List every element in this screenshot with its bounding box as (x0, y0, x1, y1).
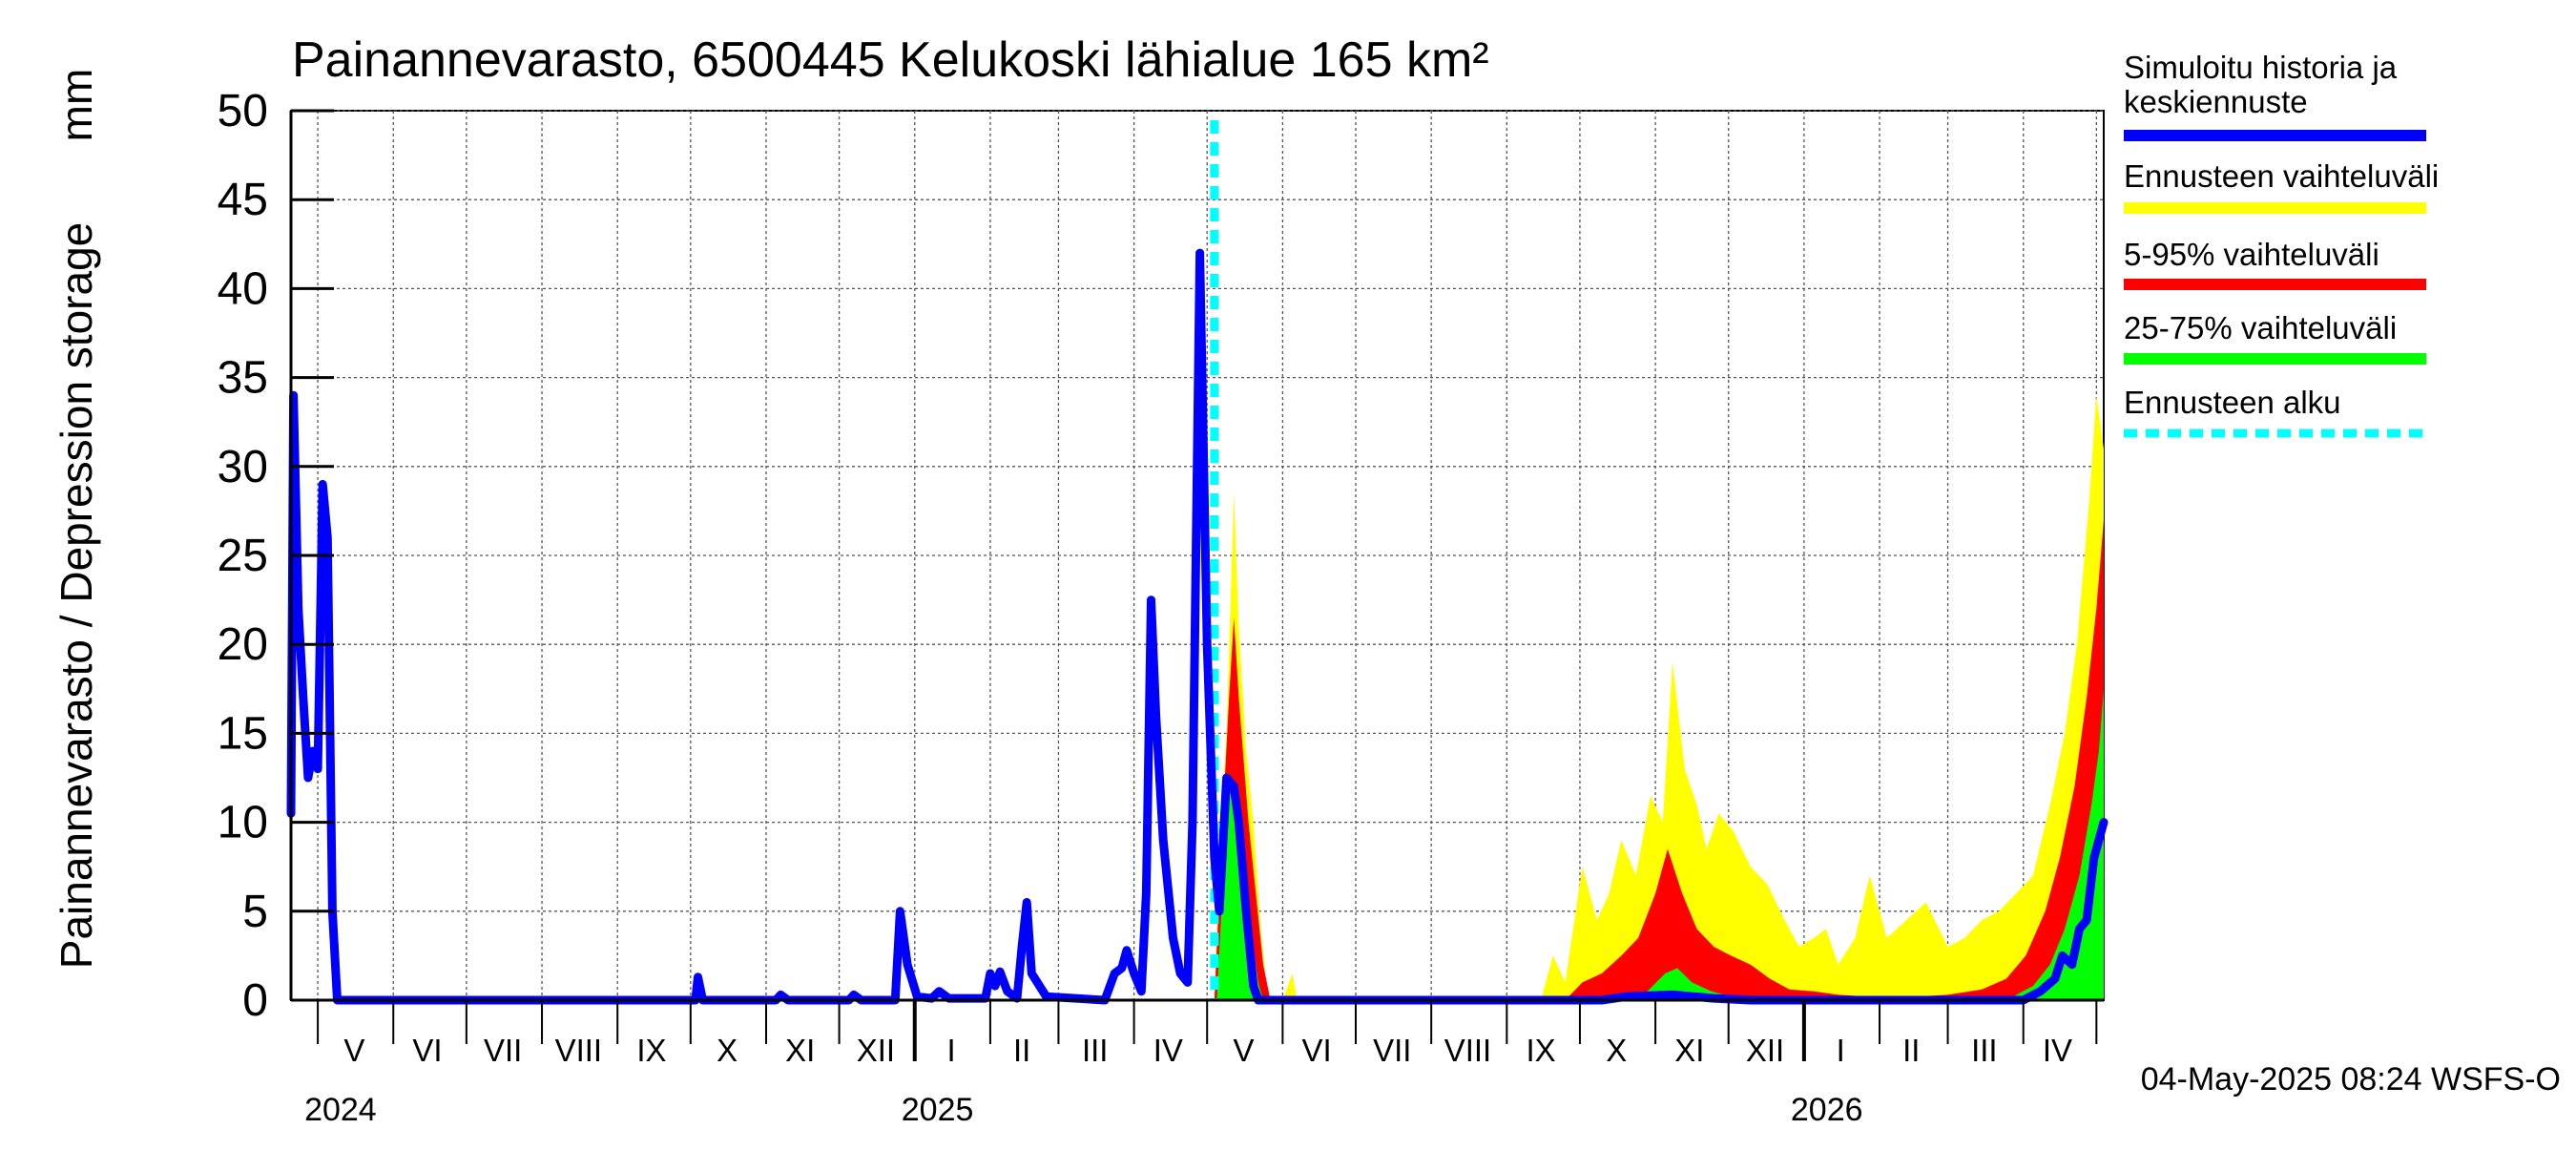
y-tick-label: 45 (218, 175, 268, 225)
y-tick-label: 15 (218, 708, 268, 759)
y-tick-label: 25 (218, 531, 268, 581)
x-month-label: VII (1373, 1033, 1411, 1068)
x-month-label: I (1837, 1033, 1845, 1068)
footer-timestamp: 04-May-2025 08:24 WSFS-O (2141, 1061, 2561, 1098)
y-tick-label: 10 (218, 798, 268, 848)
x-year-labels: 2024 2025 2026 (304, 1092, 1862, 1128)
forecast-bands (1214, 395, 2104, 1000)
x-month-labels: V VI VII VIII IX X XI XII I II III IV V VI VII VIII IX X X… (343, 1033, 2072, 1068)
y-tick-label: 0 (242, 975, 268, 1026)
x-month-label: XII (857, 1033, 895, 1068)
x-month-label: III (1082, 1033, 1109, 1068)
x-month-label: V (1234, 1033, 1255, 1068)
x-month-label: X (1606, 1033, 1627, 1068)
x-year-label: 2024 (304, 1092, 377, 1128)
x-month-label: XI (785, 1033, 815, 1068)
x-month-label: VIII (555, 1033, 603, 1068)
y-tick-label: 30 (218, 442, 268, 492)
y-tick-labels: 0 5 10 15 20 25 30 35 40 45 50 (218, 86, 268, 1026)
x-year-label: 2025 (902, 1092, 974, 1128)
x-month-label: XII (1746, 1033, 1784, 1068)
x-month-label: VIII (1444, 1033, 1492, 1068)
x-month-label: VII (484, 1033, 522, 1068)
x-month-label: VI (1302, 1033, 1332, 1068)
x-month-label: V (343, 1033, 364, 1068)
axes (289, 109, 2104, 1061)
x-month-label: IV (1153, 1033, 1183, 1068)
x-year-label: 2026 (1791, 1092, 1863, 1128)
legend-label: Simuloitu historia ja (2124, 50, 2398, 85)
x-month-label: II (1013, 1033, 1030, 1068)
x-month-label: I (946, 1033, 955, 1068)
y-tick-label: 20 (218, 619, 268, 670)
chart-title: Painannevarasto, 6500445 Kelukoski lähia… (292, 32, 1489, 88)
x-month-label: IX (636, 1033, 666, 1068)
x-month-label: IX (1526, 1033, 1555, 1068)
x-month-label: VI (412, 1033, 442, 1068)
legend-label: Ennusteen vaihteluväli (2124, 158, 2439, 194)
y-axis-label: Painannevarasto / Depression storage (52, 222, 101, 969)
legend-label: 5-95% vaihteluväli (2124, 237, 2379, 272)
y-tick-label: 40 (218, 263, 268, 314)
y-tick-label: 50 (218, 86, 268, 136)
y-tick-label: 35 (218, 353, 268, 404)
mean-series-line (286, 248, 2109, 1005)
x-month-label: XI (1674, 1033, 1704, 1068)
x-month-label: II (1902, 1033, 1920, 1068)
legend-label: 25-75% vaihteluväli (2124, 310, 2397, 345)
legend-label: keskiennuste (2124, 84, 2308, 119)
mean-forecast-line (286, 248, 2109, 1005)
x-month-label: III (1971, 1033, 1998, 1068)
x-month-label: X (717, 1033, 737, 1068)
legend-label: Ennusteen alku (2124, 385, 2341, 420)
band-ff0000 (1214, 519, 2104, 1000)
y-tick-label: 5 (242, 887, 268, 937)
band-ffff00 (1214, 395, 2104, 1000)
x-month-label: IV (2043, 1033, 2072, 1068)
y-axis-unit: mm (52, 69, 101, 142)
